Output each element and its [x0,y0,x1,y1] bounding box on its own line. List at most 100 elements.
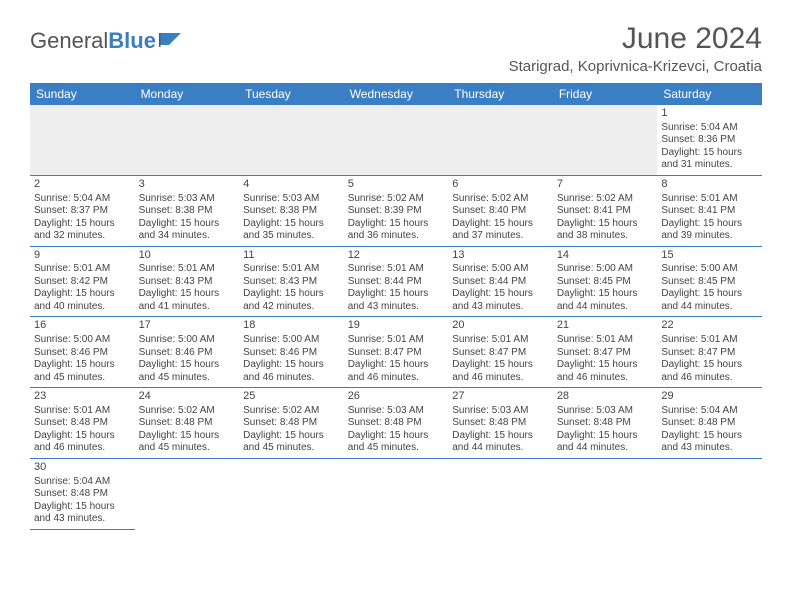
calendar-day-cell: 19Sunrise: 5:01 AMSunset: 8:47 PMDayligh… [344,317,449,388]
sunrise-text: Sunrise: 5:03 AM [243,193,340,206]
calendar-day-cell [344,458,449,529]
page-title: June 2024 [509,22,762,56]
daylight-text: Daylight: 15 hours and 38 minutes. [557,218,654,243]
sunrise-text: Sunrise: 5:01 AM [557,334,654,347]
daylight-text: Daylight: 15 hours and 36 minutes. [348,218,445,243]
sunset-text: Sunset: 8:41 PM [661,205,758,218]
day-number: 5 [348,178,445,192]
day-number: 12 [348,249,445,263]
sunrise-text: Sunrise: 5:00 AM [557,263,654,276]
sunrise-text: Sunrise: 5:04 AM [34,476,131,489]
day-number: 9 [34,249,131,263]
sunrise-text: Sunrise: 5:01 AM [661,334,758,347]
calendar-day-cell: 22Sunrise: 5:01 AMSunset: 8:47 PMDayligh… [657,317,762,388]
calendar-day-cell: 3Sunrise: 5:03 AMSunset: 8:38 PMDaylight… [135,175,240,246]
logo-text-2: Blue [108,28,156,54]
calendar-day-cell [553,458,658,529]
sunset-text: Sunset: 8:43 PM [243,276,340,289]
sunset-text: Sunset: 8:41 PM [557,205,654,218]
sunset-text: Sunset: 8:38 PM [243,205,340,218]
sunrise-text: Sunrise: 5:03 AM [139,193,236,206]
daylight-text: Daylight: 15 hours and 35 minutes. [243,218,340,243]
calendar-day-cell: 8Sunrise: 5:01 AMSunset: 8:41 PMDaylight… [657,175,762,246]
sunrise-text: Sunrise: 5:01 AM [34,405,131,418]
sunrise-text: Sunrise: 5:02 AM [452,193,549,206]
sunrise-text: Sunrise: 5:01 AM [452,334,549,347]
daylight-text: Daylight: 15 hours and 45 minutes. [243,430,340,455]
daylight-text: Daylight: 15 hours and 46 minutes. [243,359,340,384]
sunset-text: Sunset: 8:37 PM [34,205,131,218]
daylight-text: Daylight: 15 hours and 43 minutes. [34,501,131,526]
sunset-text: Sunset: 8:47 PM [348,347,445,360]
calendar-day-cell: 21Sunrise: 5:01 AMSunset: 8:47 PMDayligh… [553,317,658,388]
sunrise-text: Sunrise: 5:00 AM [243,334,340,347]
calendar-body: 1Sunrise: 5:04 AMSunset: 8:36 PMDaylight… [30,105,762,529]
day-number: 2 [34,178,131,192]
daylight-text: Daylight: 15 hours and 46 minutes. [34,430,131,455]
calendar-day-cell: 6Sunrise: 5:02 AMSunset: 8:40 PMDaylight… [448,175,553,246]
daylight-text: Daylight: 15 hours and 44 minutes. [557,430,654,455]
calendar-day-cell: 20Sunrise: 5:01 AMSunset: 8:47 PMDayligh… [448,317,553,388]
sunset-text: Sunset: 8:47 PM [557,347,654,360]
day-number: 15 [661,249,758,263]
calendar-day-cell [239,458,344,529]
calendar-day-cell: 15Sunrise: 5:00 AMSunset: 8:45 PMDayligh… [657,246,762,317]
sunset-text: Sunset: 8:42 PM [34,276,131,289]
daylight-text: Daylight: 15 hours and 45 minutes. [139,359,236,384]
sunset-text: Sunset: 8:44 PM [348,276,445,289]
daylight-text: Daylight: 15 hours and 44 minutes. [661,288,758,313]
sunrise-text: Sunrise: 5:01 AM [243,263,340,276]
sunrise-text: Sunrise: 5:03 AM [348,405,445,418]
sunset-text: Sunset: 8:46 PM [34,347,131,360]
sunrise-text: Sunrise: 5:02 AM [348,193,445,206]
sunrise-text: Sunrise: 5:04 AM [661,122,758,135]
calendar-day-cell: 28Sunrise: 5:03 AMSunset: 8:48 PMDayligh… [553,388,658,459]
weekday-header: Thursday [448,83,553,105]
daylight-text: Daylight: 15 hours and 46 minutes. [348,359,445,384]
day-number: 23 [34,390,131,404]
weekday-header: Sunday [30,83,135,105]
sunrise-text: Sunrise: 5:01 AM [348,263,445,276]
sunrise-text: Sunrise: 5:03 AM [557,405,654,418]
sunset-text: Sunset: 8:48 PM [34,417,131,430]
calendar-day-cell: 29Sunrise: 5:04 AMSunset: 8:48 PMDayligh… [657,388,762,459]
day-number: 4 [243,178,340,192]
day-number: 27 [452,390,549,404]
sunset-text: Sunset: 8:43 PM [139,276,236,289]
sunset-text: Sunset: 8:46 PM [139,347,236,360]
day-number: 13 [452,249,549,263]
daylight-text: Daylight: 15 hours and 42 minutes. [243,288,340,313]
daylight-text: Daylight: 15 hours and 45 minutes. [34,359,131,384]
calendar-day-cell: 25Sunrise: 5:02 AMSunset: 8:48 PMDayligh… [239,388,344,459]
daylight-text: Daylight: 15 hours and 39 minutes. [661,218,758,243]
daylight-text: Daylight: 15 hours and 43 minutes. [348,288,445,313]
sunrise-text: Sunrise: 5:03 AM [452,405,549,418]
sunset-text: Sunset: 8:40 PM [452,205,549,218]
daylight-text: Daylight: 15 hours and 45 minutes. [348,430,445,455]
calendar-day-cell: 12Sunrise: 5:01 AMSunset: 8:44 PMDayligh… [344,246,449,317]
calendar-week-row: 30Sunrise: 5:04 AMSunset: 8:48 PMDayligh… [30,458,762,529]
day-number: 30 [34,461,131,475]
day-number: 19 [348,319,445,333]
sunrise-text: Sunrise: 5:00 AM [452,263,549,276]
calendar-week-row: 1Sunrise: 5:04 AMSunset: 8:36 PMDaylight… [30,105,762,175]
calendar-day-cell: 18Sunrise: 5:00 AMSunset: 8:46 PMDayligh… [239,317,344,388]
sunset-text: Sunset: 8:46 PM [243,347,340,360]
calendar-day-cell [30,105,135,175]
daylight-text: Daylight: 15 hours and 37 minutes. [452,218,549,243]
daylight-text: Daylight: 15 hours and 45 minutes. [139,430,236,455]
logo: GeneralBlue [30,22,183,54]
sunset-text: Sunset: 8:48 PM [557,417,654,430]
logo-flag-icon [159,31,183,47]
daylight-text: Daylight: 15 hours and 43 minutes. [661,430,758,455]
day-number: 26 [348,390,445,404]
daylight-text: Daylight: 15 hours and 41 minutes. [139,288,236,313]
sunrise-text: Sunrise: 5:01 AM [661,193,758,206]
sunrise-text: Sunrise: 5:01 AM [348,334,445,347]
sunset-text: Sunset: 8:48 PM [452,417,549,430]
day-number: 1 [661,107,758,121]
day-number: 16 [34,319,131,333]
sunset-text: Sunset: 8:48 PM [661,417,758,430]
calendar-day-cell: 9Sunrise: 5:01 AMSunset: 8:42 PMDaylight… [30,246,135,317]
day-number: 20 [452,319,549,333]
